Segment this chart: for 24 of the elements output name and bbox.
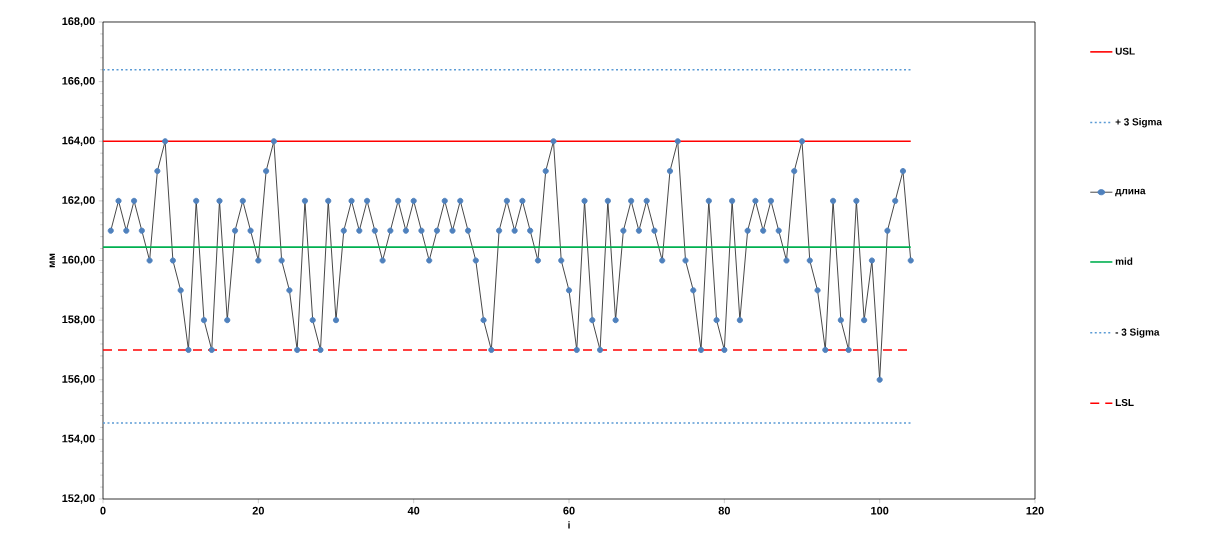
- y-tick-label: 166,00: [62, 76, 95, 87]
- legend-label: + 3 Sigma: [1115, 118, 1163, 128]
- y-tick-label: 162,00: [62, 196, 95, 206]
- x-tick-label: 100: [871, 506, 889, 515]
- legend-label: mid: [1115, 257, 1133, 265]
- x-tick-label: 0: [100, 506, 106, 515]
- x-tick-label: 60: [563, 506, 575, 515]
- y-tick-label: 164,00: [62, 136, 95, 146]
- x-tick-label: 120: [1026, 506, 1044, 515]
- x-tick-label: 80: [718, 506, 730, 515]
- y-tick-label: 154,00: [62, 434, 95, 445]
- legend-label: USL: [1115, 47, 1135, 55]
- legend-label: LSL: [1115, 399, 1134, 407]
- y-tick-label: 168,00: [62, 17, 95, 27]
- y-tick-label: 156,00: [62, 375, 95, 385]
- x-tick-label: 40: [407, 506, 420, 515]
- y-axis-title: мм: [49, 253, 55, 268]
- x-axis-title: i: [568, 521, 570, 529]
- legend-label: - 3 Sigma: [1115, 328, 1160, 338]
- y-tick-label: 160,00: [62, 255, 95, 266]
- y-tick-label: 152,00: [62, 494, 95, 504]
- legend-label: длина: [1115, 188, 1146, 197]
- x-tick-label: 20: [252, 506, 264, 515]
- y-tick-label: 158,00: [62, 315, 95, 325]
